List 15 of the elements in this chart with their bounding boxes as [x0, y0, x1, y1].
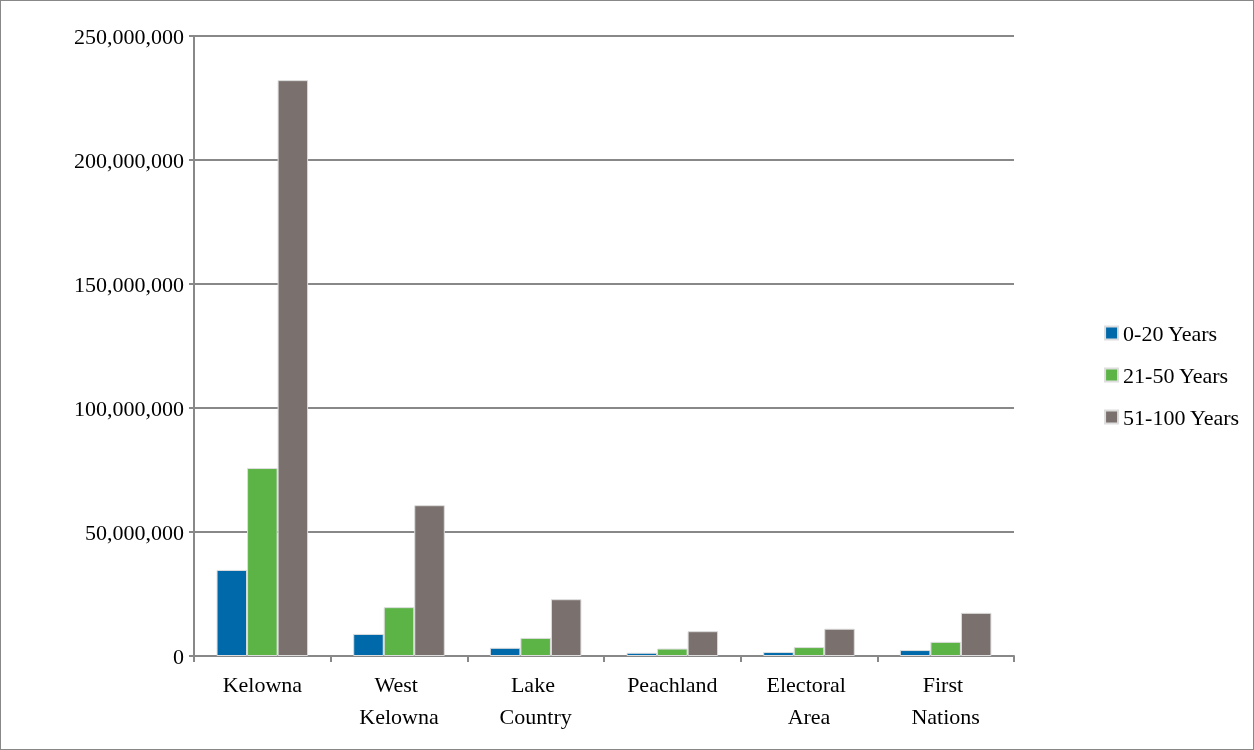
- y-tick-label: 50,000,000: [85, 519, 184, 545]
- y-tick-label: 250,000,000: [74, 23, 184, 49]
- legend-label: 0-20 Years: [1123, 320, 1218, 346]
- legend-label: 51-100 Years: [1123, 404, 1240, 430]
- y-tick-label: 0: [173, 643, 184, 669]
- x-tick-label: Peachland: [627, 671, 718, 697]
- x-tick-label: Kelowna: [222, 671, 303, 697]
- legend-label: 21-50 Years: [1123, 362, 1229, 388]
- x-tick-label: West Kelowna: [359, 671, 439, 729]
- x-tick-label: Lake Country: [499, 671, 572, 729]
- y-tick-label: 200,000,000: [74, 147, 184, 173]
- x-tick-label: Electoral Area: [766, 671, 852, 729]
- y-tick-label: 100,000,000: [74, 395, 184, 421]
- x-tick-label: First Nations: [911, 671, 980, 729]
- y-tick-label: 150,000,000: [74, 271, 184, 297]
